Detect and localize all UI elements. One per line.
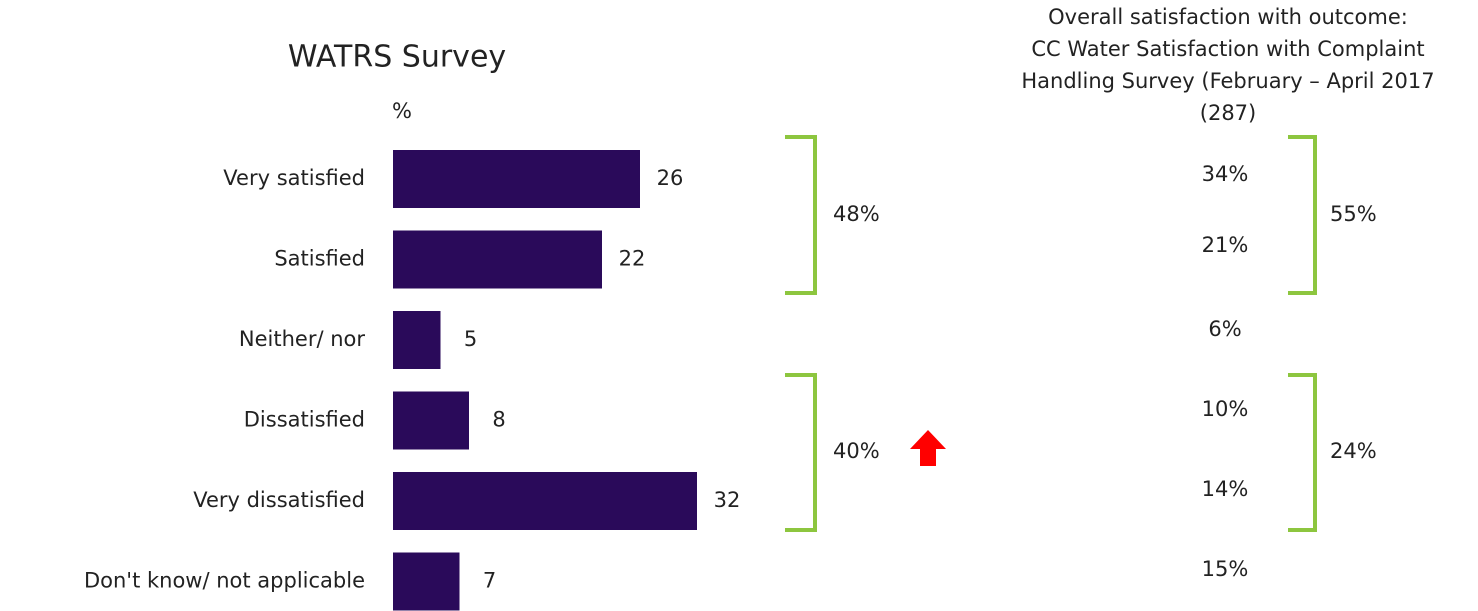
bar: [393, 391, 469, 450]
comparison-value: 10%: [1202, 397, 1249, 421]
comparison-value: 34%: [1202, 162, 1249, 186]
category-label: Very satisfied: [223, 166, 365, 190]
category-label: Very dissatisfied: [193, 488, 365, 512]
group-label: 24%: [1330, 439, 1377, 463]
unit-label: %: [392, 99, 412, 123]
value-label: 5: [464, 327, 477, 351]
bracket: [785, 373, 817, 532]
comparison-title: CC Water Satisfaction with Complaint: [1031, 37, 1424, 61]
bar: [393, 552, 460, 611]
value-label: 32: [714, 488, 741, 512]
bracket: [1288, 373, 1317, 532]
value-label: 8: [492, 408, 505, 432]
category-label: Dissatisfied: [244, 408, 365, 432]
bracket: [1288, 135, 1317, 295]
bar: [393, 150, 640, 208]
value-label: 7: [483, 569, 496, 593]
comparison-value: 15%: [1202, 557, 1249, 581]
value-label: 22: [619, 247, 646, 271]
bracket: [785, 135, 817, 295]
group-label: 40%: [833, 439, 880, 463]
comparison-title: (287): [1200, 101, 1256, 125]
comparison-title: Overall satisfaction with outcome:: [1048, 5, 1408, 29]
category-label: Don't know/ not applicable: [84, 569, 365, 593]
category-label: Satisfied: [274, 247, 365, 271]
category-label: Neither/ nor: [239, 327, 365, 351]
bar: [393, 311, 441, 369]
group-label: 48%: [833, 202, 880, 226]
comparison-value: 21%: [1202, 233, 1249, 257]
group-label: 55%: [1330, 202, 1377, 226]
comparison-value: 14%: [1202, 477, 1249, 501]
comparison-title: Handling Survey (February – April 2017: [1021, 69, 1434, 93]
bar: [393, 230, 602, 289]
chart-title: WATRS Survey: [288, 40, 506, 75]
comparison-value: 6%: [1208, 317, 1241, 341]
bar: [393, 472, 697, 530]
value-label: 26: [657, 166, 684, 190]
up-arrow: [910, 430, 946, 466]
